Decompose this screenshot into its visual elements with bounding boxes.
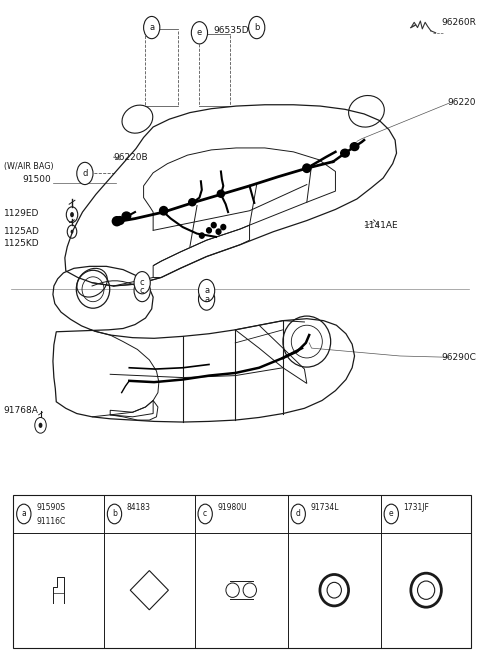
Ellipse shape [122, 212, 131, 220]
Ellipse shape [159, 206, 168, 215]
Ellipse shape [206, 228, 211, 233]
Text: 1129ED: 1129ED [4, 209, 39, 218]
Ellipse shape [116, 217, 124, 225]
Ellipse shape [211, 223, 216, 228]
Ellipse shape [221, 225, 226, 230]
Circle shape [199, 288, 215, 310]
Text: d: d [296, 509, 300, 518]
Circle shape [70, 212, 74, 217]
Ellipse shape [350, 143, 359, 150]
Text: b: b [254, 23, 259, 32]
Ellipse shape [302, 164, 312, 173]
Circle shape [144, 16, 160, 39]
Ellipse shape [112, 216, 122, 227]
Text: d: d [82, 169, 87, 178]
Circle shape [71, 230, 73, 234]
Text: c: c [140, 286, 144, 295]
Text: 96260R: 96260R [441, 18, 476, 27]
Text: 1731JF: 1731JF [404, 503, 430, 512]
Circle shape [192, 22, 207, 44]
Text: 91590S: 91590S [36, 503, 65, 512]
Text: (W/AIR BAG): (W/AIR BAG) [4, 162, 53, 171]
Text: b: b [112, 509, 117, 518]
Ellipse shape [216, 189, 225, 198]
Text: 91980U: 91980U [217, 503, 247, 512]
Ellipse shape [341, 149, 349, 157]
Bar [13, 495, 471, 648]
Text: 1141AE: 1141AE [364, 221, 399, 230]
Text: a: a [149, 23, 154, 32]
Ellipse shape [216, 229, 221, 235]
Circle shape [134, 271, 150, 294]
Text: 91734L: 91734L [311, 503, 339, 512]
Circle shape [134, 279, 150, 302]
Circle shape [108, 504, 121, 524]
Text: a: a [204, 294, 209, 304]
Circle shape [199, 279, 215, 302]
Circle shape [384, 504, 398, 524]
Ellipse shape [199, 233, 204, 238]
Text: 91768A: 91768A [4, 406, 39, 415]
Text: 96220: 96220 [448, 99, 476, 107]
Text: c: c [203, 509, 207, 518]
Ellipse shape [188, 198, 197, 206]
Circle shape [291, 504, 305, 524]
Ellipse shape [418, 581, 435, 599]
Circle shape [249, 16, 265, 39]
Text: 91116C: 91116C [36, 517, 65, 526]
Text: 1125AD: 1125AD [4, 227, 40, 236]
Circle shape [17, 504, 31, 524]
Text: a: a [22, 509, 26, 518]
Text: 84183: 84183 [127, 503, 151, 512]
Text: e: e [389, 509, 394, 518]
Ellipse shape [327, 582, 341, 598]
Text: 91500: 91500 [23, 175, 52, 185]
Text: 96220B: 96220B [114, 152, 148, 162]
Circle shape [77, 162, 93, 185]
Text: e: e [197, 28, 202, 37]
Text: 96535D: 96535D [214, 26, 250, 35]
Text: a: a [204, 286, 209, 295]
Text: 1125KD: 1125KD [4, 239, 39, 248]
Text: 96290C: 96290C [441, 353, 476, 362]
Text: c: c [140, 278, 144, 287]
Circle shape [198, 504, 212, 524]
Circle shape [38, 422, 42, 428]
